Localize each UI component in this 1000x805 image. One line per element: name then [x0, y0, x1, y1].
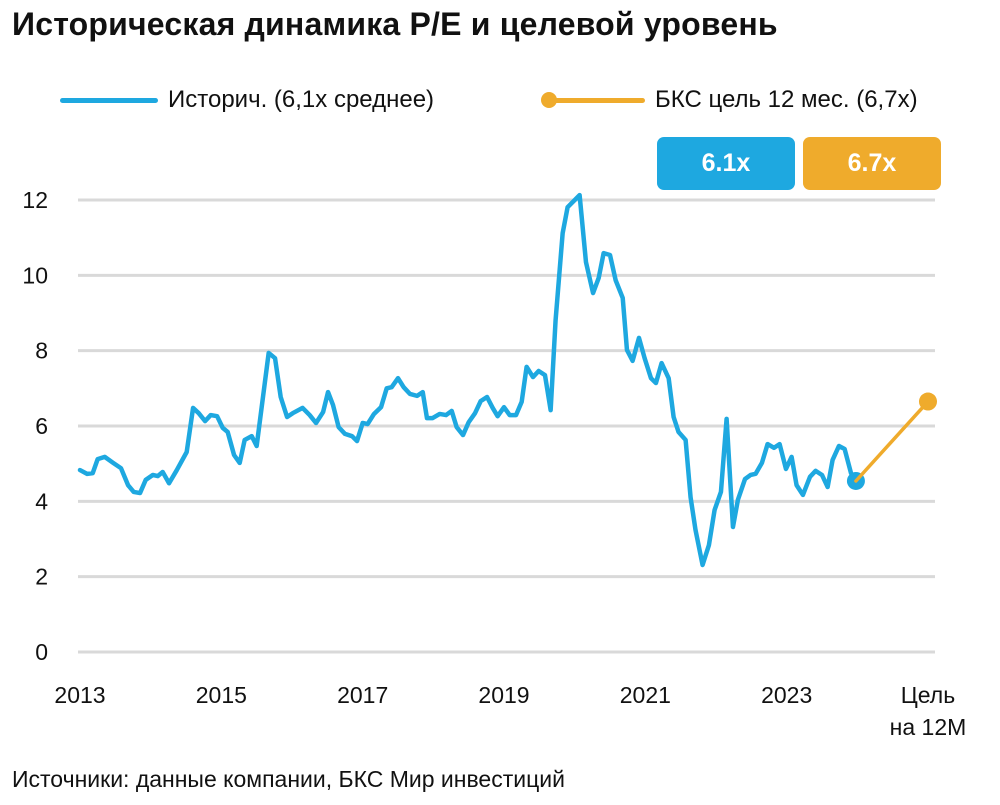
- legend-label-target: БКС цель 12 мес. (6,7x): [655, 86, 918, 113]
- source-note: Источники: данные компании, БКС Мир инве…: [12, 766, 565, 792]
- x-tick-label-target: Цель: [901, 682, 955, 708]
- legend-item-target: БКС цель 12 мес. (6,7x): [541, 86, 918, 114]
- historical-pe-line: [77, 192, 859, 568]
- target-point: [919, 392, 937, 411]
- y-tick-label: 12: [22, 187, 48, 213]
- y-tick-label: 6: [35, 413, 48, 439]
- legend-line-target: [553, 97, 645, 103]
- x-tick-label: 2015: [196, 682, 247, 708]
- x-tick-label: 2021: [620, 682, 671, 708]
- y-tick-label: 2: [35, 564, 48, 590]
- chart-title: Историческая динамика P/E и целевой уров…: [12, 6, 778, 42]
- legend-item-historical: Историч. (6,1x среднее): [60, 86, 434, 114]
- x-tick-label: 2013: [54, 682, 105, 708]
- x-tick-label: 2017: [337, 682, 388, 708]
- legend-line-historical: [60, 97, 158, 103]
- badge-historical-average: 6.1x: [657, 137, 795, 190]
- y-tick-label: 4: [35, 488, 48, 514]
- x-tick-label: 2023: [761, 682, 812, 708]
- target-line: [854, 399, 930, 483]
- x-tick-label: 2019: [478, 682, 529, 708]
- y-tick-label: 8: [35, 338, 48, 364]
- x-tick-label-target: на 12М: [890, 714, 967, 740]
- y-tick-label: 0: [35, 639, 48, 665]
- y-tick-label: 10: [22, 262, 48, 288]
- badge-target: 6.7x: [803, 137, 941, 190]
- legend-dot-target: [541, 92, 557, 108]
- legend-label-historical: Историч. (6,1x среднее): [168, 86, 435, 113]
